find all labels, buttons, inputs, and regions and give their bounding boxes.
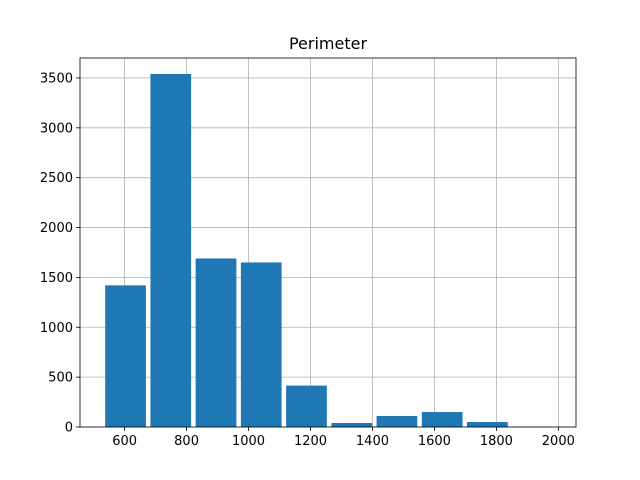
bars	[105, 73, 553, 427]
y-tick-label: 3500	[40, 71, 73, 86]
histogram-bar-7	[421, 412, 463, 427]
x-axis-ticks: 600 800 1000 1200 1400 1600 1800 2000	[112, 427, 575, 449]
y-tick-label: 2500	[40, 171, 73, 186]
y-tick-label: 1500	[40, 271, 73, 286]
y-tick-label: 0	[65, 421, 73, 436]
histogram-bar-0	[105, 285, 146, 427]
x-tick-label: 1800	[480, 434, 513, 449]
histogram-bar-3	[240, 262, 282, 427]
histogram-bar-1	[150, 73, 192, 427]
plot-frame	[79, 57, 577, 428]
histogram-bar-2	[195, 258, 237, 427]
chart-title: Perimeter	[289, 34, 367, 53]
x-tick-label: 1000	[232, 434, 265, 449]
y-tick-label: 2000	[40, 221, 73, 236]
x-tick-label: 600	[112, 434, 137, 449]
y-tick-label: 1000	[40, 321, 73, 336]
y-tick-label: 500	[48, 371, 73, 386]
histogram-bar-4	[286, 385, 327, 427]
x-tick-label: 1200	[294, 434, 327, 449]
y-tick-label: 3000	[40, 121, 73, 136]
x-tick-label: 1400	[356, 434, 389, 449]
x-tick-label: 1600	[418, 434, 451, 449]
histogram-bar-8	[467, 422, 508, 427]
y-axis-ticks: 0 500 1000 1500 2000 2500 3000 3500	[40, 71, 80, 436]
histogram-bar-6	[376, 416, 418, 427]
x-tick-label: 2000	[542, 434, 575, 449]
axes	[79, 57, 577, 428]
histogram-bar-5	[331, 423, 373, 427]
x-tick-label: 800	[174, 434, 199, 449]
